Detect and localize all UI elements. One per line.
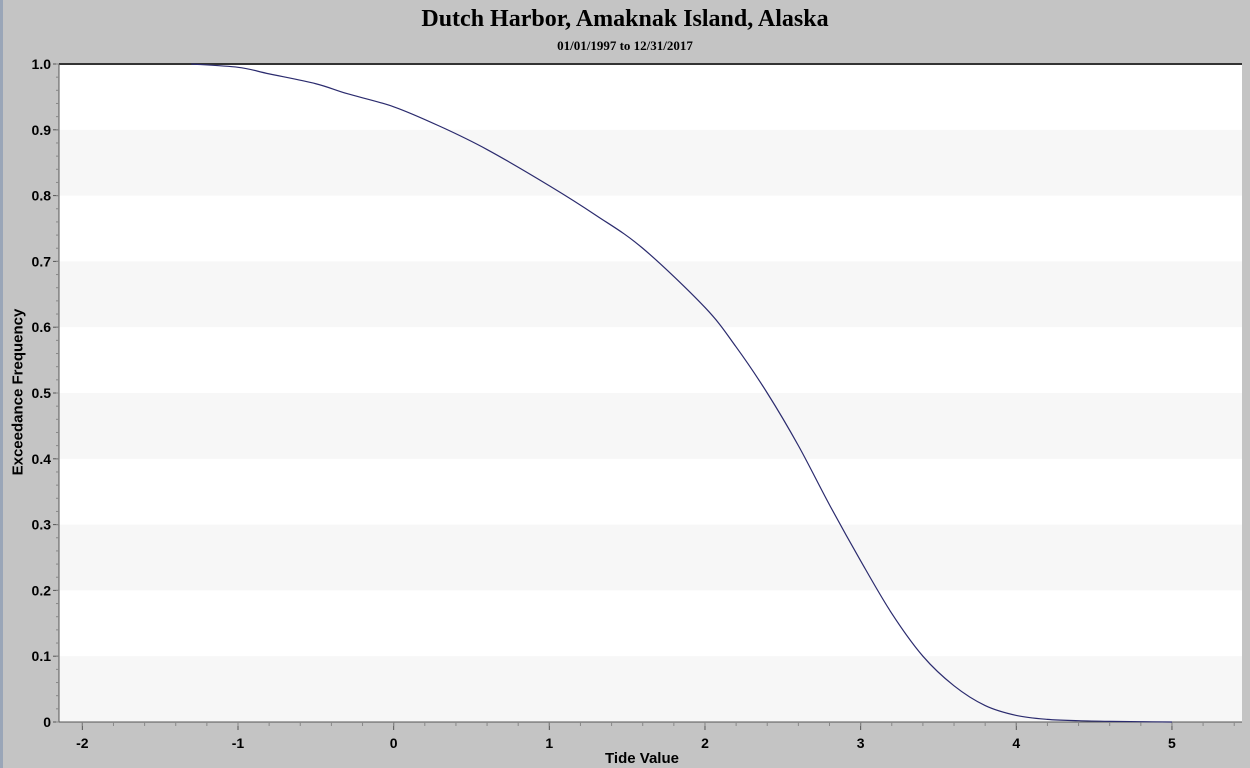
y-tick-label: 0.6	[32, 319, 52, 335]
x-tick-label: 2	[701, 735, 709, 751]
y-tick-label: 1.0	[32, 56, 52, 72]
x-tick-label: 3	[857, 735, 865, 751]
x-tick-label: 4	[1012, 735, 1020, 751]
y-tick-label: 0.1	[32, 648, 52, 664]
y-tick-label: 0.8	[32, 188, 52, 204]
grid-band	[59, 129, 1242, 196]
y-tick-label: 0.2	[32, 582, 52, 598]
x-axis-label: Tide Value	[605, 750, 679, 767]
y-tick-label: 0.9	[32, 122, 52, 138]
window-edge	[0, 0, 3, 768]
chart-title: Dutch Harbor, Amaknak Island, Alaska	[421, 6, 829, 32]
y-tick-label: 0.7	[32, 253, 52, 269]
x-tick-label: 0	[390, 735, 398, 751]
grid-band	[59, 393, 1242, 459]
x-tick-label: -1	[232, 735, 245, 751]
x-tick-label: 1	[545, 735, 553, 751]
y-tick-label: 0.4	[32, 451, 52, 467]
grid-band	[59, 656, 1242, 722]
grid-band	[59, 524, 1242, 591]
y-tick-label: 0.3	[32, 517, 52, 533]
x-tick-label: 5	[1168, 735, 1176, 751]
x-tick-label: -2	[76, 735, 89, 751]
chart-subtitle: 01/01/1997 to 12/31/2017	[557, 38, 693, 53]
grid-band	[59, 261, 1242, 328]
y-tick-label: 0	[43, 714, 51, 730]
y-tick-label: 0.5	[32, 385, 52, 401]
series-line	[191, 63, 1172, 723]
y-axis-label: Exceedance Frequency	[9, 308, 27, 476]
